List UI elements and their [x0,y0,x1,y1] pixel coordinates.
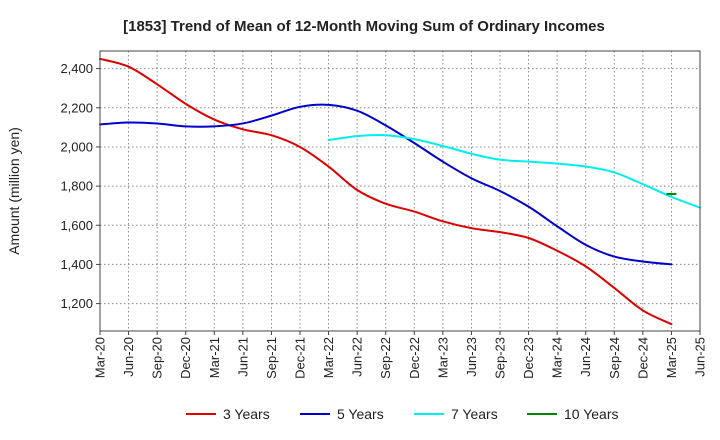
x-tick-label: Mar-23 [435,337,450,378]
x-tick-label: Jun-22 [350,337,365,377]
x-tick-label: Dec-22 [407,337,422,379]
y-tick-label: 2,200 [60,100,93,115]
y-axis-label: Amount (million yen) [6,127,22,255]
y-axis-ticks: 1,200 1,400 1,600 1,800 2,000 2,200 2,400 [60,61,100,311]
x-tick-label: Mar-21 [207,337,222,378]
y-tick-label: 1,200 [60,296,93,311]
legend-item-7-years: 7 Years [414,406,498,422]
x-axis-ticks: Mar-20 Jun-20 Sep-20 Dec-20 Mar-21 Jun-21 Sep-… [93,331,708,379]
x-tick-label: Mar-20 [93,337,108,378]
x-tick-label: Dec-20 [178,337,193,379]
legend-item-10-years: 10 Years [527,406,619,422]
x-tick-label: Sep-23 [493,337,508,379]
legend-item-5-years: 5 Years [300,406,384,422]
x-tick-label: Sep-24 [607,337,622,379]
y-tick-label: 1,600 [60,218,93,233]
x-tick-label: Jun-20 [121,337,136,377]
x-tick-label: Sep-21 [264,337,279,379]
legend-label-3-years: 3 Years [223,406,270,422]
series-3-years-line [99,57,673,326]
x-tick-label: Sep-22 [378,337,393,379]
x-tick-label: Jun-24 [578,337,593,377]
legend: 3 Years 5 Years 7 Years 10 Years [186,406,619,422]
x-tick-label: Dec-24 [635,337,650,379]
y-tick-label: 1,800 [60,179,93,194]
legend-item-3-years: 3 Years [186,406,270,422]
x-tick-label: Jun-21 [235,337,250,377]
legend-label-7-years: 7 Years [451,406,498,422]
plot-area [99,50,701,332]
series-layer [99,57,701,326]
y-tick-label: 2,000 [60,139,93,154]
series-7-years-line [327,134,701,209]
series-5-years-line [99,103,673,266]
legend-label-10-years: 10 Years [564,406,619,422]
x-tick-label: Dec-21 [293,337,308,379]
x-tick-label: Jun-25 [693,337,708,377]
chart-title: [1853] Trend of Mean of 12-Month Moving … [123,18,605,35]
grid [99,51,701,331]
y-tick-label: 1,400 [60,257,93,272]
x-tick-label: Dec-23 [521,337,536,379]
x-tick-label: Mar-24 [550,337,565,378]
y-tick-label: 2,400 [60,61,93,76]
x-tick-label: Jun-23 [464,337,479,377]
x-tick-label: Mar-22 [321,337,336,378]
x-tick-label: Sep-20 [150,337,165,379]
x-tick-label: Mar-25 [664,337,679,378]
legend-label-5-years: 5 Years [337,406,384,422]
